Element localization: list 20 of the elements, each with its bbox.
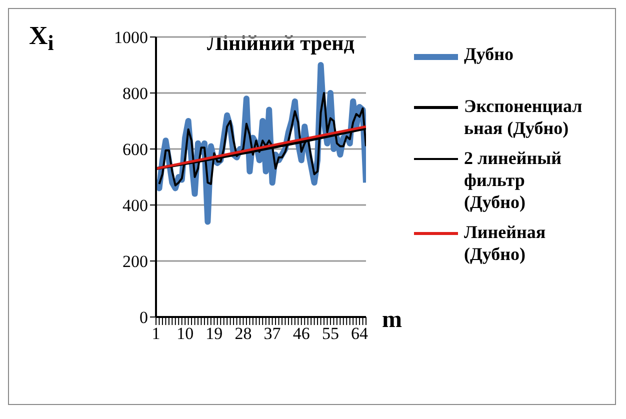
x-tick-label: 19 [206, 324, 223, 344]
legend-label: 2 линейный фильтр (Дубно) [464, 147, 562, 213]
legend-label: Линейная (Дубно) [464, 221, 547, 265]
y-tick-label: 200 [122, 252, 148, 272]
y-tick-label: 600 [122, 140, 148, 160]
y-axis-title: X$_{i}$ [29, 21, 54, 56]
y-tick-label: 800 [122, 84, 148, 104]
y-tick-label: 0 [140, 308, 148, 328]
x-tick-label: 1 [152, 324, 160, 344]
x-tick-label: 64 [351, 324, 369, 344]
y-tick-label: 400 [122, 196, 148, 216]
x-tick-label: 37 [264, 324, 282, 344]
y-tick-label: 1000 [114, 28, 148, 48]
legend-label: Дубно [464, 43, 515, 65]
x-tick-label: 28 [234, 324, 252, 344]
x-tick-label: 10 [176, 324, 194, 344]
legend-label: Экспоненциальная (Дубно) [464, 95, 584, 139]
x-axis-title: m [382, 307, 402, 334]
x-tick-label: 55 [322, 324, 339, 344]
x-tick-label: 46 [292, 324, 310, 344]
